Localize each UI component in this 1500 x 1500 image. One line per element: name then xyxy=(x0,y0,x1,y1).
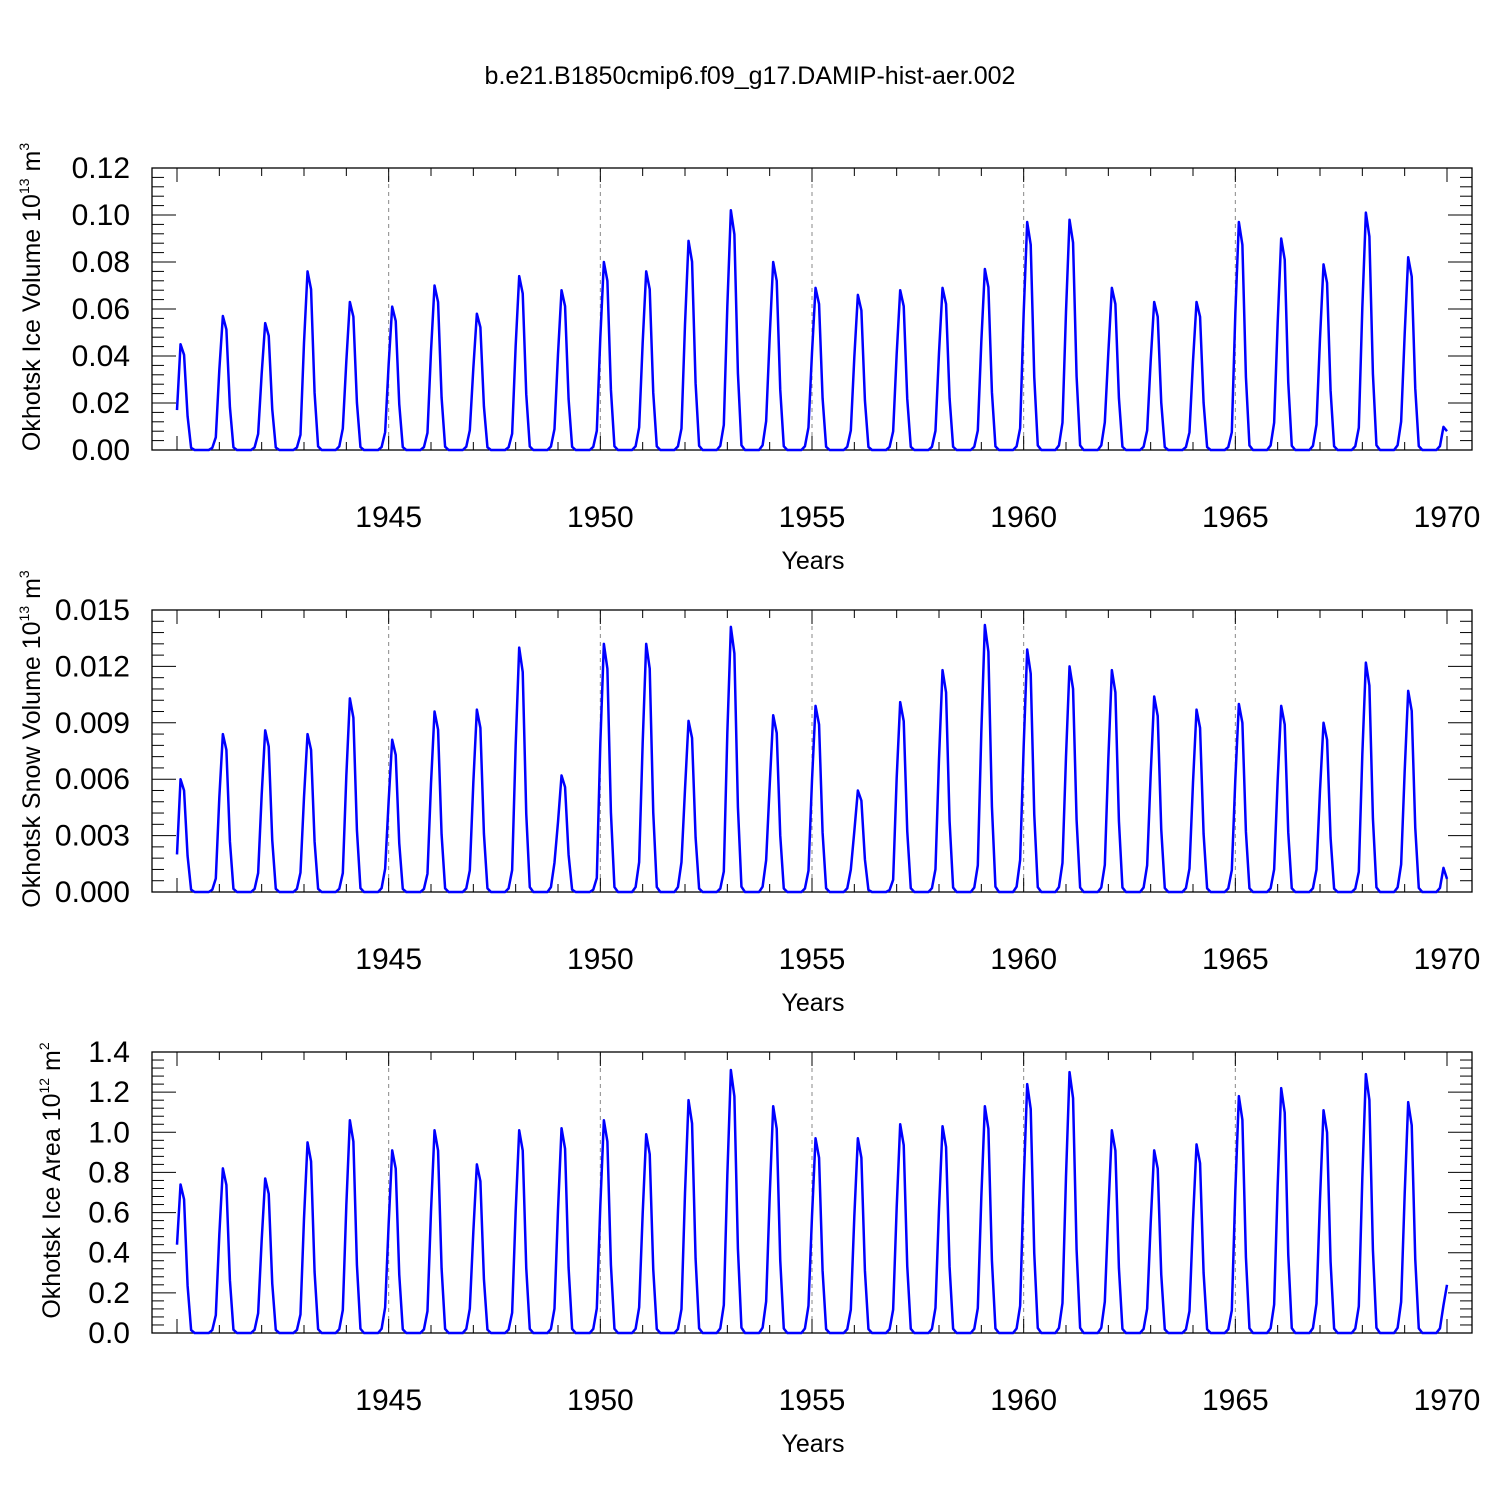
x-tick-label: 1960 xyxy=(990,943,1057,976)
y-tick-label: 0.000 xyxy=(55,876,130,909)
x-tick-label: 1970 xyxy=(1414,1384,1481,1417)
data-series-line xyxy=(175,209,1448,452)
y-tick-label: 0.08 xyxy=(72,246,130,279)
x-tick-label: 1970 xyxy=(1414,501,1481,534)
x-tick-label: 1955 xyxy=(779,943,846,976)
y-tick-label: 0.00 xyxy=(72,434,130,467)
x-tick-label: 1955 xyxy=(779,501,846,534)
y-tick-label: 0.8 xyxy=(88,1156,130,1189)
x-axis-title: Years xyxy=(781,989,844,1017)
y-tick-label: 0.006 xyxy=(55,763,130,796)
panel-ice-volume: 0.00 0.02 0.04 0.06 0.08 0.10 0.12 1945 1950 1955… xyxy=(16,143,1480,575)
x-tick-label: 1950 xyxy=(567,1384,634,1417)
y-tick-label: 0.4 xyxy=(88,1237,130,1270)
y-tick-label: 0.003 xyxy=(55,820,130,853)
y-tick-label: 0.6 xyxy=(88,1197,130,1230)
x-tick-label: 1970 xyxy=(1414,943,1481,976)
x-tick-label: 1955 xyxy=(779,1384,846,1417)
x-tick-label: 1965 xyxy=(1202,943,1269,976)
y-tick-label: 0.009 xyxy=(55,707,130,740)
y-tick-label: 0.012 xyxy=(55,650,130,683)
x-tick-label: 1960 xyxy=(990,1384,1057,1417)
x-tick-label: 1965 xyxy=(1202,501,1269,534)
panel-ice-area: 0.0 0.2 0.4 0.6 0.8 1.0 1.2 1.4 1945 1950 1955 1960… xyxy=(36,1036,1480,1458)
x-axis-title: Years xyxy=(781,547,844,575)
y-tick-label: 0.2 xyxy=(88,1277,130,1310)
y-axis-title: Okhotsk Ice Volume 1013 m3 xyxy=(16,143,46,451)
x-tick-label: 1960 xyxy=(990,501,1057,534)
x-tick-label: 1945 xyxy=(355,1384,422,1417)
x-tick-label: 1965 xyxy=(1202,1384,1269,1417)
x-tick-label: 1945 xyxy=(355,501,422,534)
panel-snow-volume: 0.000 0.003 0.006 0.009 0.012 0.015 1945 1950 19… xyxy=(16,570,1480,1017)
x-tick-label: 1945 xyxy=(355,943,422,976)
y-tick-label: 0.0 xyxy=(88,1317,130,1350)
x-tick-label: 1950 xyxy=(567,501,634,534)
x-tick-label: 1950 xyxy=(567,943,634,976)
y-tick-label: 0.015 xyxy=(55,594,130,627)
data-series-line xyxy=(175,623,1449,894)
y-tick-label: 1.2 xyxy=(88,1076,130,1109)
y-tick-label: 0.12 xyxy=(72,152,130,185)
y-axis-title: Okhotsk Snow Volume 1013 m3 xyxy=(16,570,46,908)
y-tick-label: 0.02 xyxy=(72,387,130,420)
y-tick-label: 0.10 xyxy=(72,199,130,232)
y-tick-label: 0.04 xyxy=(72,340,130,373)
y-axis-title: Okhotsk Ice Area 1012 m2 xyxy=(36,1042,66,1318)
y-tick-label: 1.4 xyxy=(88,1036,130,1069)
y-tick-label: 0.06 xyxy=(72,293,130,326)
data-series-line xyxy=(175,1068,1449,1335)
x-axis-title: Years xyxy=(781,1430,844,1458)
chart-title: b.e21.B1850cmip6.f09_g17.DAMIP-hist-aer.… xyxy=(484,62,1016,90)
y-tick-label: 1.0 xyxy=(88,1116,130,1149)
